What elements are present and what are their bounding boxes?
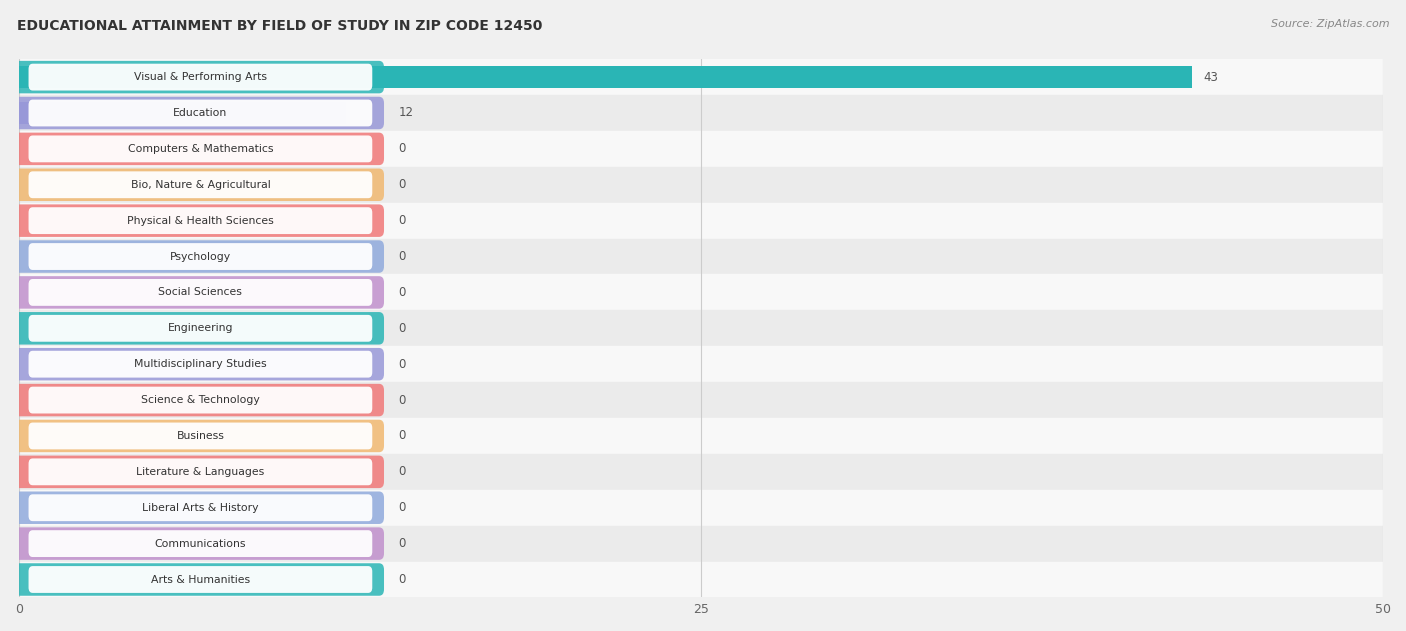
Text: Communications: Communications [155,539,246,548]
FancyBboxPatch shape [28,530,373,557]
FancyBboxPatch shape [28,136,373,162]
Text: Liberal Arts & History: Liberal Arts & History [142,503,259,513]
FancyBboxPatch shape [6,168,384,201]
FancyBboxPatch shape [28,459,373,485]
Text: 0: 0 [398,358,405,370]
Text: 0: 0 [398,537,405,550]
Bar [20,454,1384,490]
Bar [20,274,1384,310]
Text: 0: 0 [398,430,405,442]
Bar [20,239,1384,274]
Text: Bio, Nature & Agricultural: Bio, Nature & Agricultural [131,180,270,190]
FancyBboxPatch shape [28,423,373,449]
Bar [20,490,1384,526]
Text: 0: 0 [398,179,405,191]
Text: Science & Technology: Science & Technology [141,395,260,405]
Bar [20,346,1384,382]
Text: 0: 0 [398,143,405,155]
Text: 0: 0 [398,394,405,406]
FancyBboxPatch shape [6,528,384,560]
FancyBboxPatch shape [28,494,373,521]
FancyBboxPatch shape [28,207,373,234]
Bar [20,310,1384,346]
Text: Arts & Humanities: Arts & Humanities [150,574,250,584]
FancyBboxPatch shape [28,243,373,270]
FancyBboxPatch shape [6,456,384,488]
Bar [20,203,1384,239]
Text: Social Sciences: Social Sciences [159,288,242,297]
Text: Psychology: Psychology [170,252,231,261]
Bar [20,66,1192,88]
FancyBboxPatch shape [6,61,384,93]
FancyBboxPatch shape [6,563,384,596]
FancyBboxPatch shape [28,315,373,342]
FancyBboxPatch shape [28,279,373,306]
Bar [20,562,1384,598]
Text: 0: 0 [398,573,405,586]
FancyBboxPatch shape [28,172,373,198]
Text: EDUCATIONAL ATTAINMENT BY FIELD OF STUDY IN ZIP CODE 12450: EDUCATIONAL ATTAINMENT BY FIELD OF STUDY… [17,19,543,33]
FancyBboxPatch shape [6,204,384,237]
Bar [20,102,346,124]
Text: 0: 0 [398,322,405,335]
Text: Physical & Health Sciences: Physical & Health Sciences [127,216,274,226]
FancyBboxPatch shape [6,133,384,165]
Text: 0: 0 [398,214,405,227]
Bar [20,382,1384,418]
Bar [20,418,1384,454]
Text: Business: Business [177,431,225,441]
Text: Engineering: Engineering [167,323,233,333]
FancyBboxPatch shape [28,64,373,90]
Text: 43: 43 [1204,71,1218,84]
Text: 0: 0 [398,286,405,299]
Text: Literature & Languages: Literature & Languages [136,467,264,477]
FancyBboxPatch shape [6,97,384,129]
FancyBboxPatch shape [6,492,384,524]
Bar [20,167,1384,203]
Bar [20,526,1384,562]
Text: Visual & Performing Arts: Visual & Performing Arts [134,72,267,82]
Text: Education: Education [173,108,228,118]
FancyBboxPatch shape [28,100,373,126]
FancyBboxPatch shape [6,348,384,380]
Text: Source: ZipAtlas.com: Source: ZipAtlas.com [1271,19,1389,29]
FancyBboxPatch shape [6,420,384,452]
Text: 0: 0 [398,501,405,514]
Text: 0: 0 [398,250,405,263]
Text: Multidisciplinary Studies: Multidisciplinary Studies [134,359,267,369]
FancyBboxPatch shape [6,312,384,345]
Text: 0: 0 [398,465,405,478]
FancyBboxPatch shape [6,276,384,309]
Bar [20,59,1384,95]
Text: 12: 12 [398,107,413,119]
FancyBboxPatch shape [28,387,373,413]
FancyBboxPatch shape [6,384,384,416]
FancyBboxPatch shape [28,566,373,593]
Text: Computers & Mathematics: Computers & Mathematics [128,144,273,154]
Bar [20,131,1384,167]
Bar [20,95,1384,131]
FancyBboxPatch shape [28,351,373,377]
FancyBboxPatch shape [6,240,384,273]
